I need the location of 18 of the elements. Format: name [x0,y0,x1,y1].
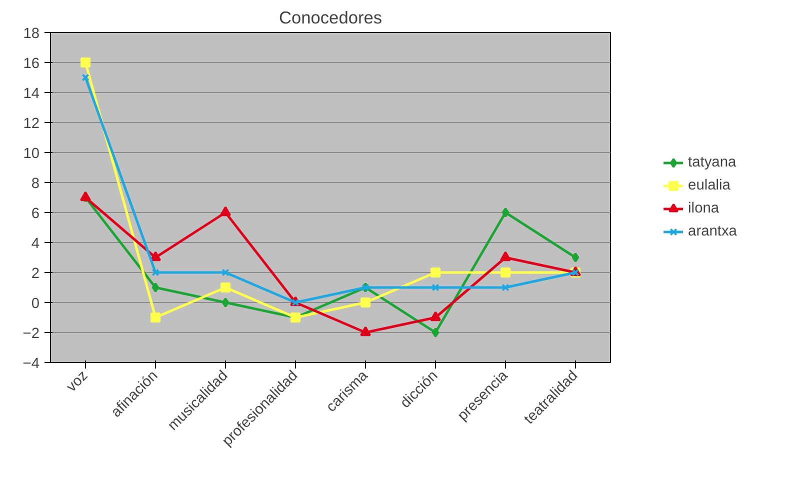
y-tick-label: 12 [23,116,40,132]
chart-title: Conocedores [278,8,382,28]
y-tick-label: 16 [23,56,40,72]
y-tick-label: 10 [23,146,40,162]
y-tick-label: 6 [31,206,40,222]
legend-label: arantxa [688,224,737,240]
legend-label: eulalia [688,178,730,194]
legend-label: ilona [688,200,720,216]
y-tick-label: −4 [22,356,40,372]
x-tick-label: voz [64,368,92,396]
y-tick-label: −2 [22,326,40,342]
y-tick-label: 14 [23,86,40,102]
y-tick-label: 2 [31,266,40,282]
y-tick-label: 4 [31,236,40,252]
y-tick-label: 8 [31,176,40,192]
y-tick-label: 18 [23,26,40,42]
legend-label: tatyana [688,154,736,170]
y-tick-label: 0 [31,296,40,312]
